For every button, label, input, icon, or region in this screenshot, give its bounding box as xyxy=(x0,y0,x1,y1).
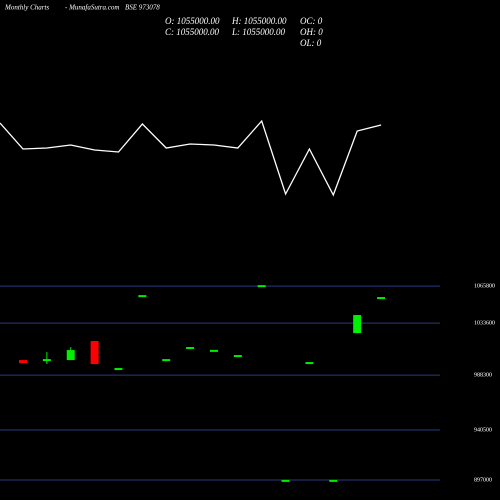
candle-body xyxy=(233,355,242,358)
info-oc: OC: 0 xyxy=(300,16,323,26)
candle-body xyxy=(305,362,314,365)
info-low: L: 1055000.00 xyxy=(231,27,286,37)
candle-body xyxy=(162,359,171,362)
y-tick-label: 988300 xyxy=(474,372,492,378)
candle-body xyxy=(329,479,338,482)
site-label: Monthly Charts xyxy=(4,4,49,12)
candle-body xyxy=(138,295,147,298)
candle-body xyxy=(257,285,266,288)
candle-body xyxy=(281,479,290,482)
y-tick-label: 897000 xyxy=(474,477,492,483)
info-close: C: 1055000.00 xyxy=(165,27,220,37)
candle-body xyxy=(377,297,386,300)
chart-title: BSE 973078 xyxy=(125,4,160,12)
candle-body xyxy=(19,360,27,364)
candle-body xyxy=(186,347,195,350)
source-label: - MunafaSutra.com xyxy=(65,4,119,12)
info-open: O: 1055000.00 xyxy=(165,16,220,26)
y-tick-label: 1033600 xyxy=(474,320,495,326)
y-tick-label: 1065800 xyxy=(474,283,495,289)
candle-body xyxy=(66,350,75,361)
info-high: H: 1055000.00 xyxy=(231,16,287,26)
y-tick-label: 940500 xyxy=(474,427,492,433)
indicator-line xyxy=(0,119,382,197)
info-oh: OH: 0 xyxy=(300,27,323,37)
candle-body xyxy=(353,315,362,334)
candle-body xyxy=(209,349,218,352)
candle-body xyxy=(114,368,123,371)
candle-body xyxy=(90,341,99,365)
info-ol: OL: 0 xyxy=(300,38,322,48)
candle-body xyxy=(42,359,51,362)
